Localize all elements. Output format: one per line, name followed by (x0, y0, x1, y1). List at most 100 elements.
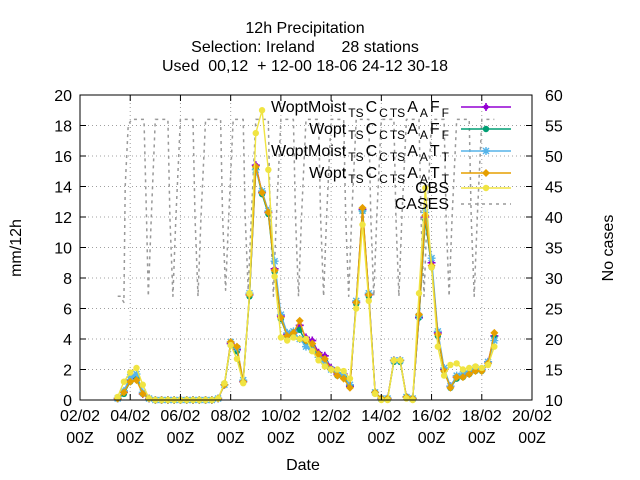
point-wopt-ts-c-ts-a-t (258, 188, 267, 197)
point-obs (240, 380, 247, 387)
point-obs (453, 360, 460, 367)
point-wopt-ts-c-ts-a-t (452, 373, 461, 382)
legend-label: Wopt TS C C TS A A F F (309, 121, 449, 142)
x-tick-label-date: 16/02 (412, 408, 452, 425)
x-tick-label-date: 08/02 (211, 408, 251, 425)
x-tick-label-date: 10/02 (261, 408, 301, 425)
y-tick-label: 4 (63, 332, 72, 349)
point-obs (221, 380, 228, 387)
point-obs (396, 357, 404, 364)
legend-label: WoptMoist TS C C TS A A F F (271, 99, 449, 120)
y2-tick-label: 45 (545, 180, 563, 197)
legend-marker (482, 184, 490, 192)
legend-label: CASES (395, 196, 449, 213)
y-tick-label: 18 (54, 119, 72, 136)
point-obs (145, 395, 153, 402)
y2-tick-label: 50 (545, 149, 563, 166)
point-obs (390, 357, 398, 364)
point-wopt-ts-c-ts-a-t (295, 316, 304, 325)
legend-entry-cases: CASES (395, 196, 511, 213)
x-tick-label-date: 20/02 (512, 408, 552, 425)
y2-tick-label: 35 (545, 241, 563, 258)
point-wopt-ts-c-ts-a-f (296, 326, 303, 334)
point-obs (353, 305, 360, 312)
title-line-3: Used 00,12 + 12-00 18-06 24-12 30-18 (162, 58, 448, 75)
point-obs (265, 166, 272, 173)
point-obs (277, 334, 285, 341)
point-wopt-ts-c-ts-a-t (126, 377, 135, 386)
point-obs (296, 335, 303, 343)
point-wopt-ts-c-ts-a-t (289, 328, 298, 337)
point-obs (459, 366, 467, 373)
point-obs (346, 375, 354, 382)
point-wopt-ts-c-ts-a-t (119, 388, 128, 397)
title-line-2: Selection: Ireland 28 stations (191, 39, 419, 56)
x-tick-label-hour: 00Z (468, 430, 496, 447)
point-wopt-ts-c-ts-a-t (471, 367, 480, 376)
point-obs (359, 221, 366, 228)
y2-axis-label: No cases (600, 215, 617, 282)
point-obs (478, 364, 485, 372)
point-obs (440, 372, 448, 379)
y-tick-label: 12 (54, 210, 72, 227)
legend-label: OBS (415, 180, 449, 197)
point-woptmoist-ts-c-ts-a-t-dot (127, 374, 133, 380)
point-obs (271, 273, 278, 280)
point-wopt-ts-c-ts-a-t (446, 383, 455, 392)
point-obs (283, 337, 291, 344)
title-line-1: 12h Precipitation (245, 20, 364, 37)
y-tick-label: 10 (54, 241, 72, 258)
point-wopt-ts-c-ts-a-t (465, 370, 474, 379)
x-tick-label-hour: 00Z (368, 430, 396, 447)
legend-entry-wopt-ts-c-ts-a-t: Wopt TS C C TS A A T T (309, 165, 511, 186)
legend-marker (482, 169, 490, 177)
point-obs (133, 364, 140, 372)
y-tick-label: 14 (54, 180, 72, 197)
point-woptmoist-ts-c-ts-a-t-dot (303, 344, 309, 350)
y2-tick-label: 55 (545, 119, 563, 136)
x-tick-label-hour: 00Z (66, 430, 94, 447)
point-obs (233, 355, 241, 363)
legend-marker (482, 125, 490, 133)
point-obs (484, 361, 492, 369)
point-wopt-ts-c-ts-a-t (333, 371, 342, 380)
point-obs (466, 364, 473, 372)
x-tick-label-hour: 00Z (217, 430, 245, 447)
x-tick-label-date: 06/02 (160, 408, 200, 425)
point-obs (252, 129, 259, 137)
chart-title: 12h Precipitation Selection: Ireland 28 … (162, 20, 448, 75)
point-wopt-ts-c-ts-a-t (358, 203, 367, 212)
point-obs (227, 341, 234, 349)
point-obs (491, 343, 498, 350)
x-tick-label-date: 02/02 (60, 408, 100, 425)
point-wopt-ts-c-ts-a-t (433, 330, 442, 339)
x-tick-label-hour: 00Z (418, 430, 446, 447)
series-obs (114, 107, 498, 404)
point-obs (214, 395, 222, 402)
legend-marker-dot (483, 148, 489, 154)
x-tick-label-hour: 00Z (518, 430, 546, 447)
y2-tick-label: 60 (545, 88, 563, 105)
point-wopt-ts-c-ts-a-t (283, 331, 292, 340)
y-tick-label: 20 (54, 88, 72, 105)
legend-label: WoptMoist TS C C TS A A T T (271, 143, 450, 164)
y-tick-label: 2 (63, 363, 72, 380)
point-obs (127, 369, 134, 376)
point-obs (415, 290, 423, 297)
point-obs (472, 363, 479, 370)
point-obs (139, 381, 146, 388)
point-wopt-ts-c-ts-a-t (345, 383, 354, 392)
x-tick-label-date: 04/02 (110, 408, 150, 425)
point-obs (428, 264, 435, 271)
x-axis-label: Date (286, 457, 320, 474)
y2-tick-label: 15 (545, 363, 563, 380)
point-obs (120, 378, 128, 385)
y2-tick-label: 40 (545, 210, 563, 227)
point-obs (327, 366, 335, 373)
y2-tick-label: 20 (545, 332, 563, 349)
point-wopt-ts-c-ts-a-t (490, 328, 499, 337)
point-wopt-ts-c-ts-a-t (320, 354, 329, 363)
x-tick-label-date: 18/02 (462, 408, 502, 425)
point-obs (422, 184, 429, 192)
point-obs (290, 334, 297, 341)
